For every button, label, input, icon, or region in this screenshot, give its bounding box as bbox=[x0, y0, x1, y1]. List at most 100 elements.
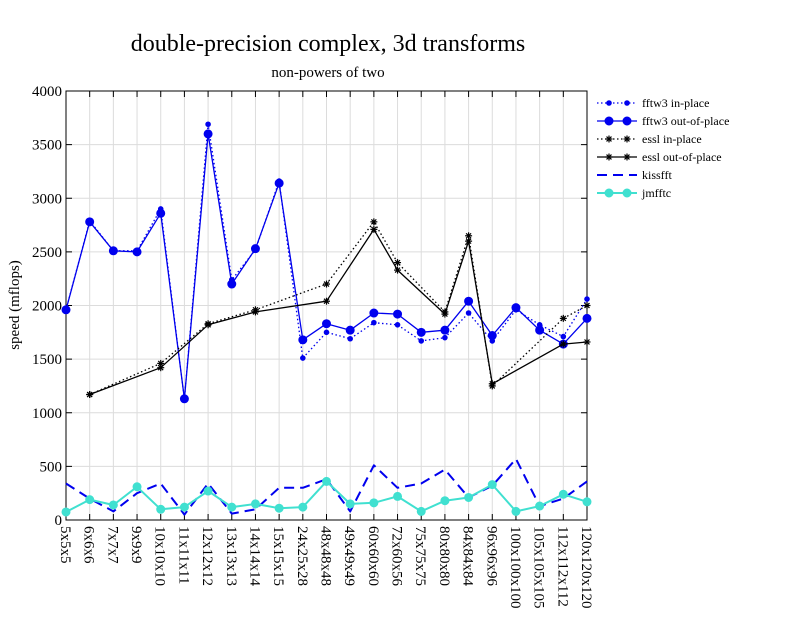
jmfftc-marker bbox=[511, 506, 521, 516]
essl-in-place-marker bbox=[559, 314, 567, 322]
essl-out-of-place-marker bbox=[394, 266, 402, 274]
fftw3-out-of-place-marker bbox=[156, 208, 166, 218]
x-tick-label: 100x100x100 bbox=[507, 526, 523, 609]
fftw3-out-of-place-marker bbox=[108, 246, 118, 256]
legend-label-essl-in-place: essl in-place bbox=[642, 132, 702, 146]
y-tick-label: 500 bbox=[40, 459, 63, 475]
series-line-essl-in-place bbox=[89, 221, 588, 396]
jmfftc-marker bbox=[322, 476, 331, 486]
series-line-kissfft bbox=[65, 457, 588, 516]
essl-out-of-place-marker bbox=[583, 338, 591, 346]
jmfftc-marker bbox=[464, 492, 474, 502]
y-tick-label: 4000 bbox=[32, 84, 62, 100]
x-tick-label: 12x12x12 bbox=[199, 526, 215, 586]
legend-item-kissfft: kissfft bbox=[597, 168, 672, 182]
essl-out-of-place-marker bbox=[157, 364, 165, 372]
fftw3-out-of-place-marker bbox=[179, 394, 189, 404]
x-tick-label: 120x120x120 bbox=[578, 526, 594, 609]
x-tick-label: 72x60x56 bbox=[389, 526, 405, 587]
fftw3-in-place-marker bbox=[205, 121, 211, 128]
x-tick-label: 11x11x11 bbox=[175, 526, 191, 584]
fftw3-out-of-place-marker bbox=[622, 116, 632, 126]
essl-out-of-place-marker bbox=[370, 225, 378, 233]
series-line-essl-out-of-place bbox=[89, 228, 588, 396]
jmfftc-marker bbox=[393, 491, 403, 501]
essl-out-of-place-marker bbox=[251, 308, 259, 316]
y-tick-label: 1500 bbox=[32, 352, 62, 368]
x-tick-label: 84x84x84 bbox=[460, 526, 476, 587]
series-jmfftc bbox=[61, 476, 592, 517]
x-tick-label: 49x49x49 bbox=[341, 526, 357, 586]
jmfftc-marker bbox=[345, 499, 355, 509]
jmfftc-marker bbox=[156, 504, 166, 514]
fftw3-in-place-marker bbox=[442, 334, 448, 341]
fftw3-in-place-marker bbox=[347, 335, 353, 342]
essl-in-place-marker bbox=[623, 135, 631, 143]
y-tick-label: 0 bbox=[55, 513, 63, 529]
fftw3-in-place-marker bbox=[418, 338, 425, 344]
essl-in-place-marker bbox=[583, 302, 591, 309]
legend-label-essl-out-of-place: essl out-of-place bbox=[642, 150, 722, 164]
fftw3-out-of-place-marker bbox=[464, 296, 474, 306]
jmfftc-marker bbox=[132, 482, 142, 492]
fftw3-out-of-place-marker bbox=[393, 309, 403, 319]
essl-out-of-place-marker bbox=[323, 297, 330, 305]
x-tick-label: 112x112x112 bbox=[554, 526, 570, 607]
legend-item-essl-out-of-place: essl out-of-place bbox=[597, 150, 722, 164]
series-essl-out-of-place bbox=[86, 225, 591, 399]
legend-label-jmfftc: jmfftc bbox=[641, 186, 671, 200]
y-tick-label: 3000 bbox=[32, 191, 62, 207]
fftw3-out-of-place-marker bbox=[85, 217, 95, 227]
x-tick-label: 10x10x10 bbox=[152, 526, 168, 586]
series-line-fftw3-in-place bbox=[65, 123, 588, 400]
x-tick-label: 24x25x28 bbox=[294, 526, 310, 586]
essl-in-place-marker bbox=[394, 259, 402, 267]
legend-item-fftw3-in-place: fftw3 in-place bbox=[597, 96, 709, 110]
y-axis-label: speed (mflops) bbox=[7, 260, 23, 350]
x-tick-label: 7x7x7 bbox=[104, 526, 120, 564]
legend-label-fftw3-out-of-place: fftw3 out-of-place bbox=[642, 114, 729, 128]
jmfftc-marker bbox=[227, 502, 237, 512]
fftw3-in-place-marker bbox=[323, 329, 330, 336]
legend: fftw3 in-place fftw3 out-of-place essl in-… bbox=[597, 96, 729, 200]
chart-title: double-precision complex, 3d transforms bbox=[131, 31, 526, 57]
fftw3-out-of-place-marker bbox=[487, 331, 497, 341]
x-tick-label: 60x60x60 bbox=[365, 526, 381, 586]
fftw3-out-of-place-marker bbox=[416, 327, 426, 337]
legend-label-fftw3-in-place: fftw3 in-place bbox=[642, 96, 709, 110]
x-tick-label: 14x14x14 bbox=[246, 526, 262, 587]
essl-out-of-place-marker bbox=[441, 310, 449, 318]
jmfftc-marker bbox=[85, 495, 95, 505]
x-tick-label: 48x48x48 bbox=[318, 526, 334, 586]
jmfftc-marker bbox=[61, 507, 71, 517]
essl-in-place-marker bbox=[605, 135, 613, 143]
jmfftc-marker bbox=[108, 500, 118, 510]
fftw3-in-place-marker bbox=[606, 100, 612, 106]
jmfftc-marker bbox=[274, 503, 284, 513]
fftw3-out-of-place-marker bbox=[227, 279, 237, 289]
x-tick-label: 75x75x75 bbox=[412, 526, 428, 586]
x-tick-label: 9x9x9 bbox=[128, 526, 144, 564]
fftw3-out-of-place-marker bbox=[582, 313, 592, 323]
jmfftc-marker bbox=[622, 188, 632, 198]
essl-in-place-marker bbox=[370, 218, 378, 226]
fftw3-in-place-marker bbox=[560, 333, 567, 340]
fftw3-out-of-place-marker bbox=[604, 116, 614, 126]
fftw3-out-of-place-marker bbox=[511, 303, 521, 313]
jmfftc-marker bbox=[604, 188, 614, 198]
essl-out-of-place-marker bbox=[559, 340, 567, 348]
axes: 0 500 1000 1500 2000 2500 3000 3500 4000 5x5x5 6x6… bbox=[32, 84, 594, 609]
fftw3-out-of-place-marker bbox=[132, 247, 142, 257]
essl-out-of-place-marker bbox=[465, 237, 473, 245]
jmfftc-marker bbox=[179, 502, 189, 512]
jmfftc-marker bbox=[203, 486, 213, 496]
fftw3-in-place-marker bbox=[465, 310, 472, 316]
essl-out-of-place-marker bbox=[623, 153, 631, 161]
series-fftw3-out-of-place bbox=[61, 129, 592, 404]
legend-item-jmfftc: jmfftc bbox=[597, 186, 671, 200]
fftw3-out-of-place-marker bbox=[322, 319, 331, 329]
x-tick-label: 5x5x5 bbox=[57, 526, 73, 564]
essl-in-place-marker bbox=[323, 280, 330, 288]
